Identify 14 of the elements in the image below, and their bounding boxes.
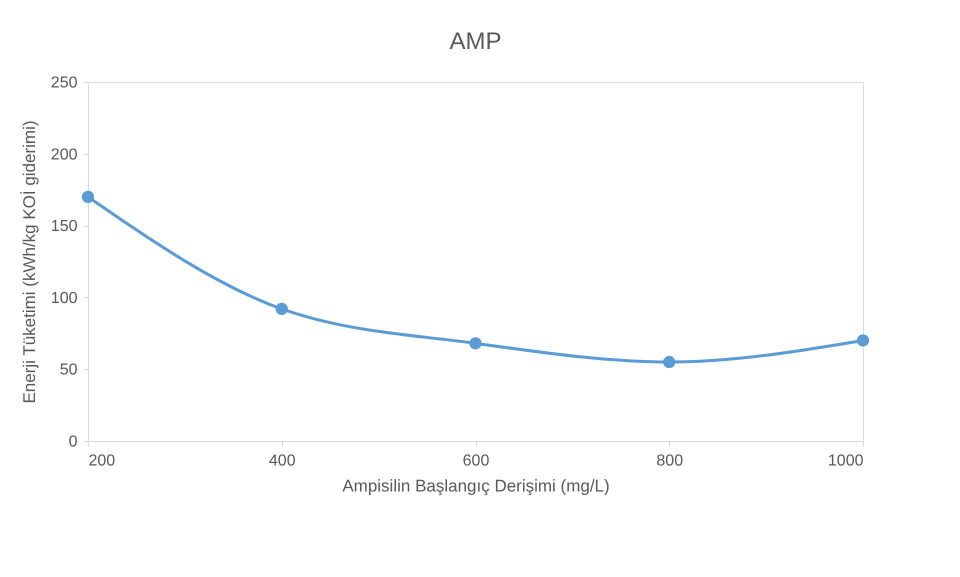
x-tick-label: 200 [88, 452, 116, 470]
y-axis-title: Enerji Tüketimi (kWh/kg KOİ giderimi) [20, 120, 39, 404]
y-tick-label: 250 [50, 74, 78, 92]
y-tick-label: 200 [50, 146, 78, 164]
x-tick-label: 600 [462, 452, 490, 470]
y-tick-label: 100 [50, 290, 78, 307]
x-tick-label: 400 [268, 452, 296, 470]
y-tick-label: 50 [60, 362, 78, 379]
chart-title: AMP [449, 28, 502, 55]
x-tick-label: 800 [656, 452, 684, 470]
x-tick-label: 1000 [828, 452, 864, 470]
y-tick-label: 0 [68, 434, 78, 450]
x-axis-title: Ampisilin Başlangıç Derişimi (mg/L) [342, 476, 610, 496]
y-tick-label: 150 [50, 218, 78, 236]
